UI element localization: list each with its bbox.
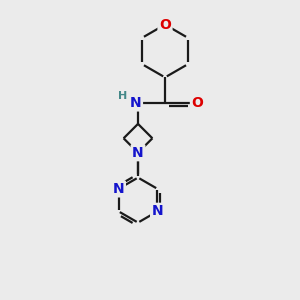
Text: H: H [118,91,127,101]
Text: O: O [159,18,171,32]
Text: N: N [130,96,141,110]
Text: N: N [132,146,144,160]
Text: N: N [152,204,163,218]
Text: O: O [191,96,203,110]
Text: N: N [113,182,124,196]
